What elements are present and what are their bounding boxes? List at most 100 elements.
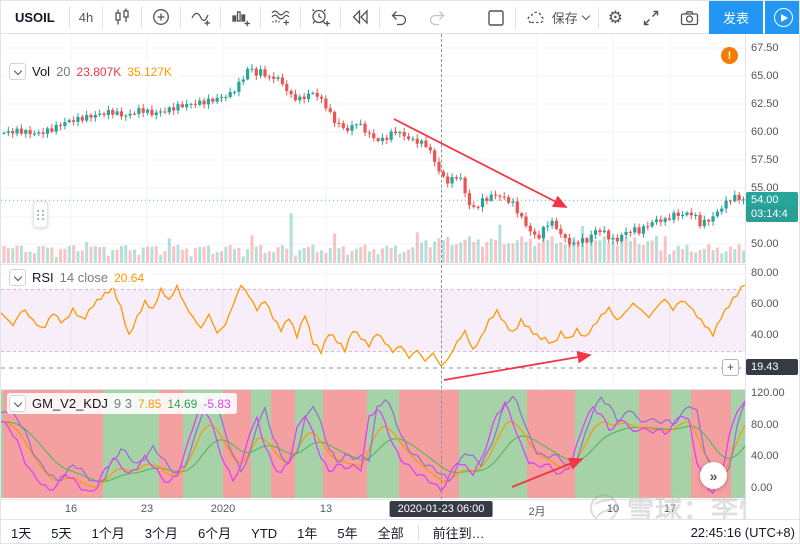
rsi-legend: RSI 14 close 20.64 <box>7 267 151 288</box>
scale-drag-handle[interactable] <box>33 201 48 228</box>
kdj-axis-label: 80.00 <box>751 418 779 431</box>
rsi-axis-label: 80.00 <box>751 267 779 279</box>
bar-countdown-label: 03:14:4 <box>746 206 798 223</box>
kdj-axis-label: 0.00 <box>751 482 773 495</box>
volume-legend: Vol 20 23.807K 35.127K <box>7 61 178 82</box>
volume-value: 23.807K <box>76 64 122 79</box>
time-axis-label: 23 <box>140 503 154 515</box>
crosshair-time-label: 2020-01-23 06:00 <box>389 501 493 517</box>
top-toolbar: USOIL 4h <box>1 1 799 34</box>
add-alert-plus-button[interactable]: + <box>722 359 739 376</box>
price-axis-label: 57.50 <box>751 154 779 166</box>
alert-add-icon[interactable] <box>301 1 340 33</box>
toolbar-separator <box>379 6 381 28</box>
kdj-axis-label: 120.00 <box>751 387 785 399</box>
price-axis[interactable]: 54.00 03:14:4 19.43 67.50 65.00 62.50 60.00… <box>745 34 799 519</box>
range-button-5年[interactable]: 5年 <box>337 525 358 541</box>
time-axis-label: 2月 <box>528 506 546 518</box>
fullscreen-icon[interactable] <box>632 1 670 34</box>
compare-add-icon[interactable] <box>142 1 180 33</box>
range-button-1个月[interactable]: 1个月 <box>91 525 125 541</box>
kdj-legend: GM_V2_KDJ 9 3 7.85 14.69 -5.83 <box>7 393 237 414</box>
indicator-multi-add-icon[interactable] <box>261 1 300 33</box>
trend-arrow[interactable] <box>393 118 568 208</box>
publish-button[interactable]: 发表 <box>709 1 763 34</box>
time-axis-label: 2020 <box>210 503 236 515</box>
cloud-save-button[interactable]: 保存 <box>516 1 598 34</box>
symbol-button[interactable]: USOIL <box>15 9 55 25</box>
settings-gear-icon[interactable]: ⚙ <box>607 8 623 27</box>
kdj-j-value: -5.83 <box>203 396 231 411</box>
toolbar-separator <box>514 6 516 29</box>
interval-button[interactable]: 4h <box>78 9 94 25</box>
rsi-axis-label: 40.00 <box>751 329 779 342</box>
trend-arrow[interactable] <box>511 457 584 488</box>
layout-square-icon[interactable] <box>477 1 515 34</box>
bottombar-separator <box>417 524 419 541</box>
rsi-name: RSI <box>32 270 54 285</box>
crosshair-vertical-line <box>441 34 442 499</box>
range-button-5天[interactable]: 5天 <box>51 525 72 541</box>
undo-icon[interactable] <box>380 1 418 33</box>
redo-icon[interactable] <box>418 1 456 33</box>
price-axis-label: 62.50 <box>751 98 779 110</box>
price-axis-label: 60.00 <box>751 126 779 138</box>
chevron-down-icon <box>581 11 590 21</box>
range-button-6个月[interactable]: 6个月 <box>197 525 232 541</box>
last-price-label: 54.00 <box>746 192 798 209</box>
volume-ma-length: 20 <box>56 64 71 79</box>
kdj-k-value: 7.85 <box>137 396 162 411</box>
play-button[interactable] <box>765 1 799 34</box>
range-button-1天[interactable]: 1天 <box>11 525 32 541</box>
time-axis-label: 16 <box>64 503 78 515</box>
rsi-axis-label: 60.00 <box>751 298 779 311</box>
goto-date-button[interactable]: 前往到… <box>432 526 485 541</box>
time-axis-label: 17 <box>663 503 677 515</box>
toolbar-separator <box>340 6 342 28</box>
range-button-3个月[interactable]: 3个月 <box>144 525 178 541</box>
volume-legend-collapse-button[interactable] <box>9 63 26 80</box>
kdj-params: 9 3 <box>113 396 132 411</box>
toolbar-separator <box>597 6 599 29</box>
indicator-volume-add-icon[interactable] <box>221 1 260 33</box>
rsi-crosshair-value-label: 19.43 <box>746 359 798 375</box>
main-price-pane[interactable] <box>1 34 747 264</box>
toolbar-separator <box>300 6 302 28</box>
rsi-legend-collapse-button[interactable] <box>9 269 26 286</box>
play-icon <box>773 8 793 27</box>
time-axis[interactable]: 16 23 2020 13 2月 10 17 2020-01-23 06:00 <box>1 499 747 519</box>
replay-icon[interactable] <box>341 1 379 33</box>
chart-area[interactable] <box>1 34 799 498</box>
save-label: 保存 <box>551 11 578 26</box>
rsi-value: 20.64 <box>114 270 145 285</box>
toolbar-separator <box>102 6 104 28</box>
range-button-全部[interactable]: 全部 <box>377 525 404 541</box>
bottom-toolbar: 1天 5天 1个月 3个月 6个月 YTD 1年 5年 全部 前往到… 22:45:16 (UT… <box>1 519 799 543</box>
range-button-YTD[interactable]: YTD <box>251 525 278 541</box>
toolbar-separator <box>68 6 70 28</box>
clock-utc-label[interactable]: 22:45:16 (UTC+8) <box>690 525 795 540</box>
range-button-1年[interactable]: 1年 <box>297 525 318 541</box>
trend-arrow[interactable] <box>443 350 592 381</box>
volume-label: Vol <box>32 64 51 79</box>
camera-snapshot-icon[interactable] <box>670 1 709 34</box>
kdj-pane[interactable] <box>1 389 747 498</box>
price-axis-label: 67.50 <box>751 42 779 54</box>
indicator-line-add-icon[interactable] <box>181 1 220 33</box>
toolbar-separator <box>260 6 262 28</box>
price-axis-label: 65.00 <box>751 70 779 82</box>
kdj-legend-collapse-button[interactable] <box>9 395 26 412</box>
candlestick-style-icon[interactable] <box>103 1 141 33</box>
toolbar-separator <box>141 6 143 28</box>
kdj-name: GM_V2_KDJ <box>32 396 108 411</box>
toolbar-separator <box>180 6 182 28</box>
rsi-params: 14 close <box>59 270 109 285</box>
toolbar-separator <box>220 6 222 28</box>
data-warning-badge[interactable]: ! <box>721 47 738 64</box>
price-axis-label: 55.00 <box>751 182 779 194</box>
rsi-pane[interactable] <box>1 264 747 388</box>
kdj-axis-label: 40.00 <box>751 450 779 463</box>
kdj-d-value: 14.69 <box>167 396 198 411</box>
pane-expand-button[interactable]: » <box>700 462 727 489</box>
